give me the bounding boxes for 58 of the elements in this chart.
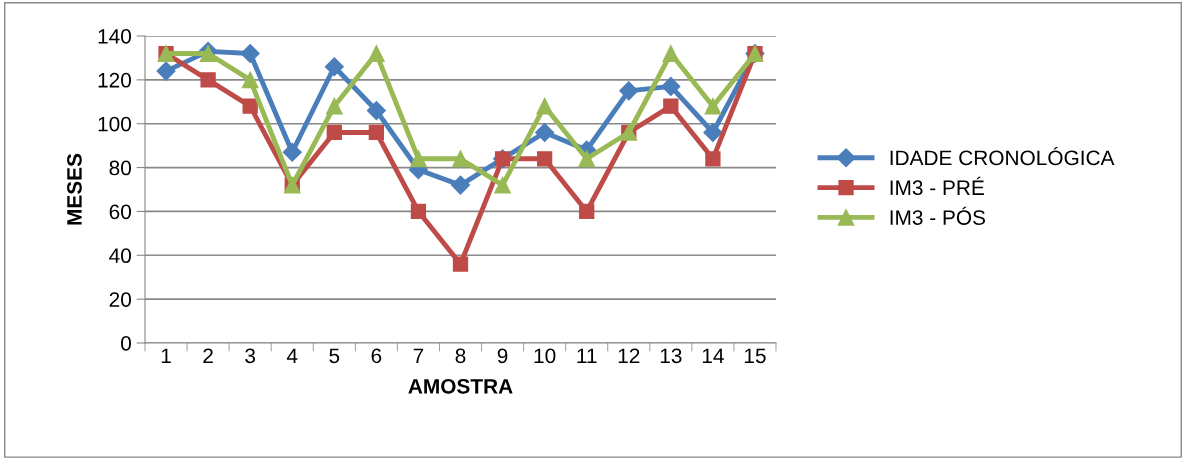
point (619, 81, 639, 101)
x-tick-label: 2 (203, 348, 213, 363)
point (662, 45, 680, 62)
point (324, 57, 344, 77)
point (536, 97, 553, 115)
point (156, 61, 176, 81)
y-tick-label: 80 (109, 160, 131, 176)
point (242, 98, 258, 114)
x-tick-label: 3 (245, 348, 256, 364)
point (368, 45, 385, 62)
x-tick-label: 7 (413, 348, 424, 363)
point (325, 97, 343, 115)
x-tick-label: 6 (371, 348, 382, 364)
point (410, 150, 427, 168)
legend-label: IM3 - PÓS (890, 206, 986, 225)
x-tick-label: 11 (577, 348, 597, 363)
point (494, 176, 511, 194)
x-tick-label: 8 (455, 348, 466, 364)
point (705, 151, 721, 167)
x-tick-label: 15 (744, 348, 766, 364)
point (368, 124, 385, 141)
point (410, 203, 427, 220)
y-tick-label: 100 (98, 116, 131, 132)
x-tick-label: 9 (497, 348, 508, 364)
x-tick-label: 12 (618, 348, 640, 363)
point (452, 150, 469, 168)
x-tick-label: 4 (286, 348, 298, 363)
point (661, 76, 681, 96)
y-tick-label: 140 (98, 29, 131, 44)
x-tick-label: 5 (329, 348, 340, 364)
point (200, 72, 216, 88)
point (452, 256, 469, 272)
legend-label: IDADE CRONOLÓGICA (890, 146, 1115, 166)
point (579, 203, 595, 220)
x-axis-title: AMOSTRA (408, 378, 513, 394)
x-tick-label: 10 (534, 348, 556, 364)
point (366, 101, 386, 121)
point (326, 124, 342, 141)
x-tick-label: 1 (161, 348, 171, 363)
y-axis-title: MESES (67, 153, 82, 225)
y-tick-label: 60 (109, 204, 131, 220)
y-tick-label: 0 (121, 336, 131, 351)
point (703, 122, 723, 143)
legend-label: IM3 - PRÉ (890, 176, 984, 196)
point (704, 97, 722, 115)
point (578, 150, 596, 168)
point (450, 175, 471, 195)
y-tick-label: 120 (98, 72, 131, 88)
y-tick-label: 20 (109, 292, 131, 307)
point (240, 44, 260, 64)
point (241, 71, 259, 89)
x-tick-label: 13 (660, 348, 682, 364)
point (282, 142, 302, 162)
point (536, 151, 553, 167)
point (535, 122, 555, 143)
y-tick-label: 40 (109, 248, 131, 264)
x-tick-label: 14 (702, 348, 724, 363)
point (663, 98, 679, 114)
